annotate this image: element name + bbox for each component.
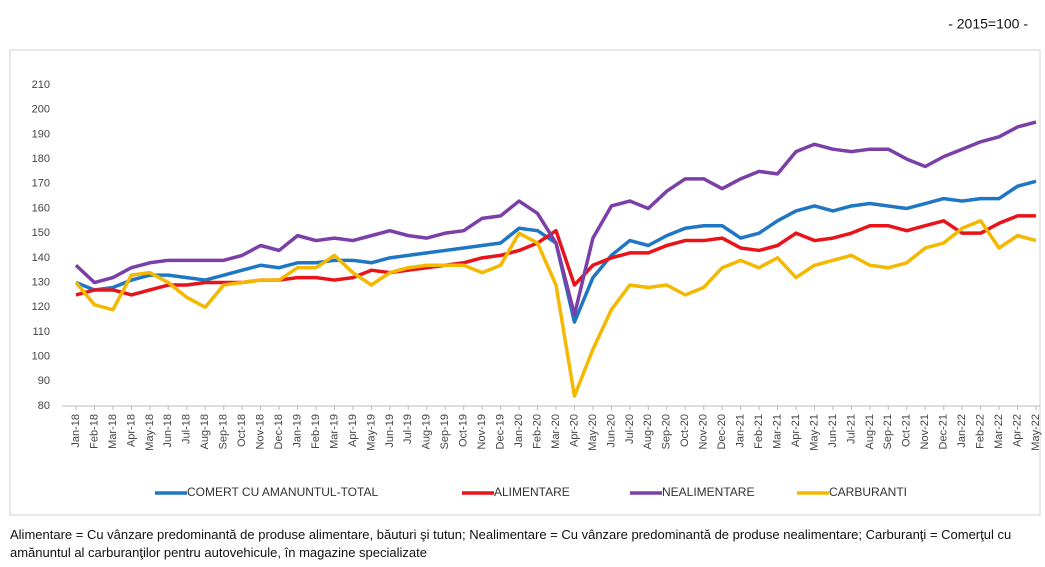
x-tick-label: Nov-21	[919, 414, 931, 449]
chart-note: - 2015=100 -	[948, 16, 1028, 32]
x-tick-label: May-22	[1030, 414, 1042, 451]
x-tick-label: Jan-22	[956, 414, 968, 448]
chart: - 2015=100 - 80 90 100 110 120 130 140 150 160 17…	[9, 16, 1042, 516]
x-tick-label: Sep-19	[439, 414, 451, 449]
x-tick-label: Nov-18	[255, 414, 267, 449]
x-tick-label: Dec-19	[495, 414, 507, 449]
x-tick-label: Mar-19	[328, 414, 340, 449]
x-tick-label: Dec-21	[938, 414, 950, 449]
x-tick-label: Apr-21	[790, 414, 802, 447]
x-tick-label: Nov-20	[698, 414, 710, 449]
x-tick-label: Jun-19	[384, 414, 396, 448]
x-tick-label: Oct-21	[901, 414, 913, 447]
y-tick-label: 180	[32, 153, 50, 165]
footnote: Alimentare = Cu vânzare predominantă de …	[10, 527, 1012, 560]
y-tick-label: 110	[32, 326, 50, 338]
x-tick-label: Apr-22	[1011, 414, 1023, 447]
x-tick-label: Oct-19	[458, 414, 470, 447]
y-tick-label: 170	[32, 178, 50, 190]
y-tick-label: 90	[38, 375, 50, 387]
x-tick-label: Sep-21	[882, 414, 894, 449]
series-line	[74, 219, 1037, 398]
x-tick-label: Jun-18	[162, 414, 174, 448]
y-tick-label: 210	[32, 79, 50, 91]
y-tick-label: 100	[32, 351, 50, 363]
y-tick-label: 140	[32, 252, 50, 264]
x-tick-label: Sep-18	[218, 414, 230, 449]
y-tick-label: 80	[38, 400, 50, 412]
x-tick-label: Apr-18	[125, 414, 137, 447]
x-tick-label: Jan-19	[291, 414, 303, 448]
x-tick-label: Jul-18	[181, 414, 193, 444]
y-tick-label: 120	[32, 301, 50, 313]
x-tick-label: Jan-18	[70, 414, 82, 448]
x-tick-label: Mar-18	[107, 414, 119, 449]
x-tick-label: Jan-20	[513, 414, 525, 448]
x-tick-label: Jun-20	[605, 414, 617, 448]
x-tick-label: Feb-21	[753, 414, 765, 449]
legend-label: NEALIMENTARE	[662, 485, 754, 499]
y-tick-label: 150	[32, 227, 50, 239]
x-tick-label: Aug-21	[864, 414, 876, 449]
legend-label: CARBURANTI	[829, 485, 907, 499]
x-tick-label: Apr-19	[347, 414, 359, 447]
x-tick-label: Mar-21	[771, 414, 783, 449]
x-tick-label: May-21	[808, 414, 820, 451]
x-tick-label: May-20	[587, 414, 599, 451]
x-tick-label: Mar-22	[993, 414, 1005, 449]
x-tick-label: Jul-20	[624, 414, 636, 444]
legend-label: COMERT CU AMANUNTUL-TOTAL	[187, 485, 378, 499]
x-tick-label: Apr-20	[568, 414, 580, 447]
x-tick-label: Dec-20	[716, 414, 728, 449]
series-line	[75, 179, 1037, 324]
x-tick-label: Sep-20	[661, 414, 673, 449]
x-tick-label: Jul-19	[402, 414, 414, 444]
x-tick-label: Feb-19	[310, 414, 322, 449]
x-tick-label: Aug-19	[421, 414, 433, 449]
x-tick-label: Jul-21	[845, 414, 857, 444]
x-tick-label: Feb-22	[975, 414, 987, 449]
y-tick-label: 160	[32, 202, 50, 214]
x-tick-label: Feb-20	[531, 414, 543, 449]
x-tick-label: Nov-19	[476, 414, 488, 449]
x-tick-label: Feb-18	[88, 414, 100, 449]
legend-label: ALIMENTARE	[494, 485, 570, 499]
x-tick-label: Oct-18	[236, 414, 248, 447]
x-tick-label: Aug-20	[642, 414, 654, 449]
y-tick-label: 190	[32, 128, 50, 140]
x-tick-label: Oct-20	[679, 414, 691, 447]
x-tick-label: Jan-21	[735, 414, 747, 448]
x-tick-label: May-19	[365, 414, 377, 451]
x-tick-label: Aug-18	[199, 414, 211, 449]
x-tick-label: May-18	[144, 414, 156, 451]
x-tick-label: Mar-20	[550, 414, 562, 449]
chart-border	[9, 49, 1041, 516]
y-tick-label: 130	[32, 276, 50, 288]
series-line	[74, 120, 1037, 317]
x-tick-label: Jun-21	[827, 414, 839, 448]
y-tick-label: 200	[32, 104, 50, 116]
x-tick-label: Dec-18	[273, 414, 285, 449]
